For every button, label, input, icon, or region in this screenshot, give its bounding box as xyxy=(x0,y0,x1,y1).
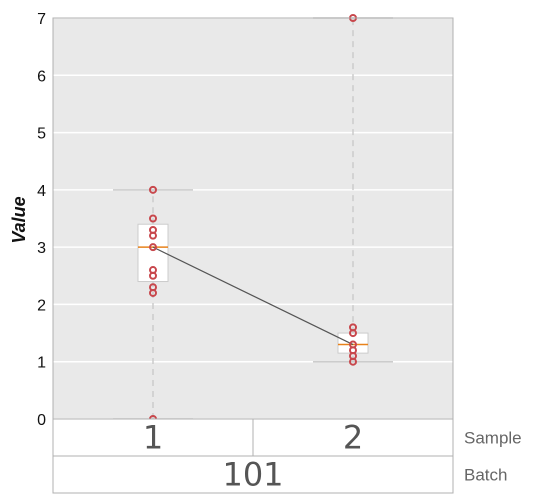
axis-row-name: Batch xyxy=(464,466,507,485)
category-label: 1 xyxy=(143,419,163,457)
median-connector xyxy=(152,246,354,346)
y-tick-label: 6 xyxy=(37,68,46,85)
data-point xyxy=(349,357,357,366)
data-point xyxy=(149,243,157,252)
data-point xyxy=(149,214,157,223)
data-point xyxy=(149,185,157,194)
category-label: 101 xyxy=(222,456,283,494)
data-point xyxy=(149,288,157,297)
y-tick-label: 3 xyxy=(37,240,46,257)
axis-row-name: Sample xyxy=(464,429,522,448)
data-point xyxy=(149,271,157,280)
median-connector-line xyxy=(152,246,354,346)
y-tick-label: 0 xyxy=(37,412,46,429)
category-label: 2 xyxy=(343,419,363,457)
y-tick-label: 4 xyxy=(37,183,46,200)
plot-panel xyxy=(53,18,453,419)
y-tick-label: 2 xyxy=(37,297,46,314)
y-tick-labels: 0 1 2 3 4 5 6 7 xyxy=(37,11,46,429)
category-axis-table: 1 2 Sample 101 Batch xyxy=(52,418,522,494)
data-point xyxy=(149,231,157,240)
axis-row-batch xyxy=(52,455,454,494)
y-tick-label: 5 xyxy=(37,126,46,143)
y-tick-label: 1 xyxy=(37,355,46,372)
y-axis-label: Value xyxy=(9,196,29,243)
y-tick-label: 7 xyxy=(37,11,46,28)
data-point xyxy=(349,329,357,338)
